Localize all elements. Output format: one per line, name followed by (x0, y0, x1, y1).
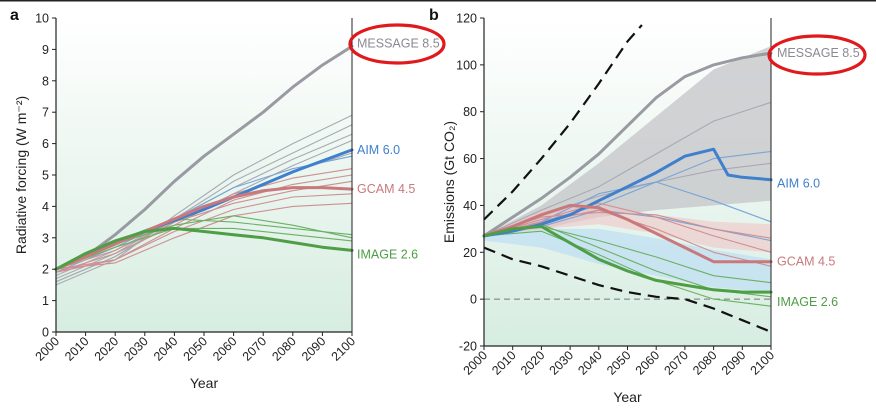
panel-b-band-2 (484, 228, 771, 293)
panel-a-series-line-image-2-6 (54, 226, 354, 271)
panel-a-ensemble-line-8 (55, 180, 353, 270)
panel-a-y-tick-label: 4 (42, 200, 49, 214)
panel-a-y-tick-label: 3 (42, 231, 49, 245)
panel-b-highlight-circle (767, 34, 867, 76)
panel-a-highlight-circle (348, 23, 446, 65)
panel-b-y-tick-label: 120 (456, 12, 477, 26)
panel-b-series-line-message-8-5 (482, 51, 773, 238)
panel-b-series-label-gcam-4-5: GCAM 4.5 (777, 255, 835, 269)
panel-b-y-tick-label: 80 (463, 105, 477, 119)
panel-b-series-line-image-2-6 (482, 225, 773, 294)
panel-b-bound-line-1 (483, 246, 772, 333)
panel-a-series-label-gcam-4-5: GCAM 4.5 (357, 182, 415, 196)
panel-a-x-tick-label: 2010 (62, 334, 92, 364)
panel-b-y-tick-label: 20 (463, 246, 477, 260)
panel-b-x-tick-label: 2080 (690, 348, 720, 378)
panel-b-x-tick-label: 2010 (489, 348, 519, 378)
panel-a-x-tick-label: 2040 (151, 334, 181, 364)
panel-a-x-tick-label: 2000 (33, 334, 63, 364)
panel-a-y-tick-label: 1 (42, 294, 49, 308)
panel-a-y-tick-label: 6 (42, 137, 49, 151)
panel-b-letter: b (429, 7, 439, 24)
panel-a-plot-area (56, 18, 352, 332)
panel-a-y-tick-label: 5 (42, 169, 49, 183)
panel-a-x-tick-label: 2030 (121, 334, 151, 364)
panel-b-ensemble-line-6 (483, 202, 772, 253)
panel-b-y-tick-label: 100 (456, 58, 477, 72)
panel-b-y-tick-label: 0 (470, 293, 477, 307)
panel-a-x-tick-label: 2080 (269, 334, 299, 364)
panel-a-axes: 0 1 2 3 4 5 6 7 8 9 10 2000 2010 2020 2030 2040 2050 2060… (33, 12, 359, 364)
panel-b-series-line-gcam-4-5 (482, 203, 773, 264)
panel-b-band-0 (484, 46, 771, 236)
panel-b-y-tick-label: 40 (463, 199, 477, 213)
panel-b-y-axis-label: Emissions (Gt CO₂) (441, 121, 457, 243)
panel-a-x-tick-label: 2050 (181, 334, 211, 364)
panel-a-y-tick-label: 7 (42, 106, 49, 120)
panel-a-series-line-message-8-5 (54, 44, 354, 271)
panel-a-ensemble-line-13 (55, 227, 353, 270)
panel-b-x-tick-label: 2070 (661, 348, 691, 378)
panel-b-x-tick-label: 2040 (575, 348, 605, 378)
panel-b-series-line-aim-6-0 (482, 147, 773, 238)
panel-a-y-tick-label: 10 (35, 12, 49, 26)
panel-b-x-tick-label: 2090 (719, 348, 749, 378)
panel-b-x-axis-label: Year (613, 389, 642, 405)
panel-b-series-label-message-8-5: MESSAGE 8.5 (777, 46, 860, 60)
panel-a-y-tick-label: 9 (42, 43, 49, 57)
panel-b-y-tick-label: 60 (463, 152, 477, 166)
panel-b-series-label-image-2-6: IMAGE 2.6 (777, 295, 838, 309)
panel-a-x-tick-label: 2090 (299, 334, 329, 364)
panel-b-series-label-aim-6-0: AIM 6.0 (777, 177, 820, 191)
panel-b-x-tick-label: 2030 (547, 348, 577, 378)
panel-b-x-tick-label: 2020 (518, 348, 548, 378)
panel-a-series-label-message-8-5: MESSAGE 8.5 (357, 36, 440, 50)
panel-b-ensemble-line-0 (483, 101, 772, 237)
panel-b-band-1 (484, 205, 771, 253)
panel-a-x-tick-label: 2100 (329, 334, 359, 364)
panel-a-x-tick-label: 2070 (240, 334, 270, 364)
panel-b-y-tick-label: -20 (459, 340, 477, 354)
panel-a-x-axis-label: Year (190, 375, 219, 391)
panel-b-x-tick-label: 2060 (633, 348, 663, 378)
panel-a-series-label-aim-6-0: AIM 6.0 (357, 143, 400, 157)
panel-b-x-tick-label: 2100 (748, 348, 778, 378)
panel-a-x-tick-label: 2060 (210, 334, 240, 364)
panel-a-x-tick-label: 2020 (92, 334, 122, 364)
panel-a-letter: a (10, 7, 19, 24)
panel-b-x-tick-label: 2050 (604, 348, 634, 378)
panel-a-y-tick-label: 8 (42, 74, 49, 88)
panel-a-series-line-gcam-4-5 (54, 186, 354, 271)
panel-a-y-axis-label: Radiative forcing (W m⁻²) (13, 96, 29, 254)
panel-b-bound-line-0 (483, 24, 643, 221)
panel-a-ensemble-line-9 (55, 202, 353, 270)
panel-a-series-label-image-2-6: IMAGE 2.6 (357, 247, 418, 261)
panel-b-ensemble-line-9 (483, 230, 772, 307)
panel-a-y-tick-label: 2 (42, 263, 49, 277)
panel-a-y-tick-label: 0 (42, 326, 49, 340)
